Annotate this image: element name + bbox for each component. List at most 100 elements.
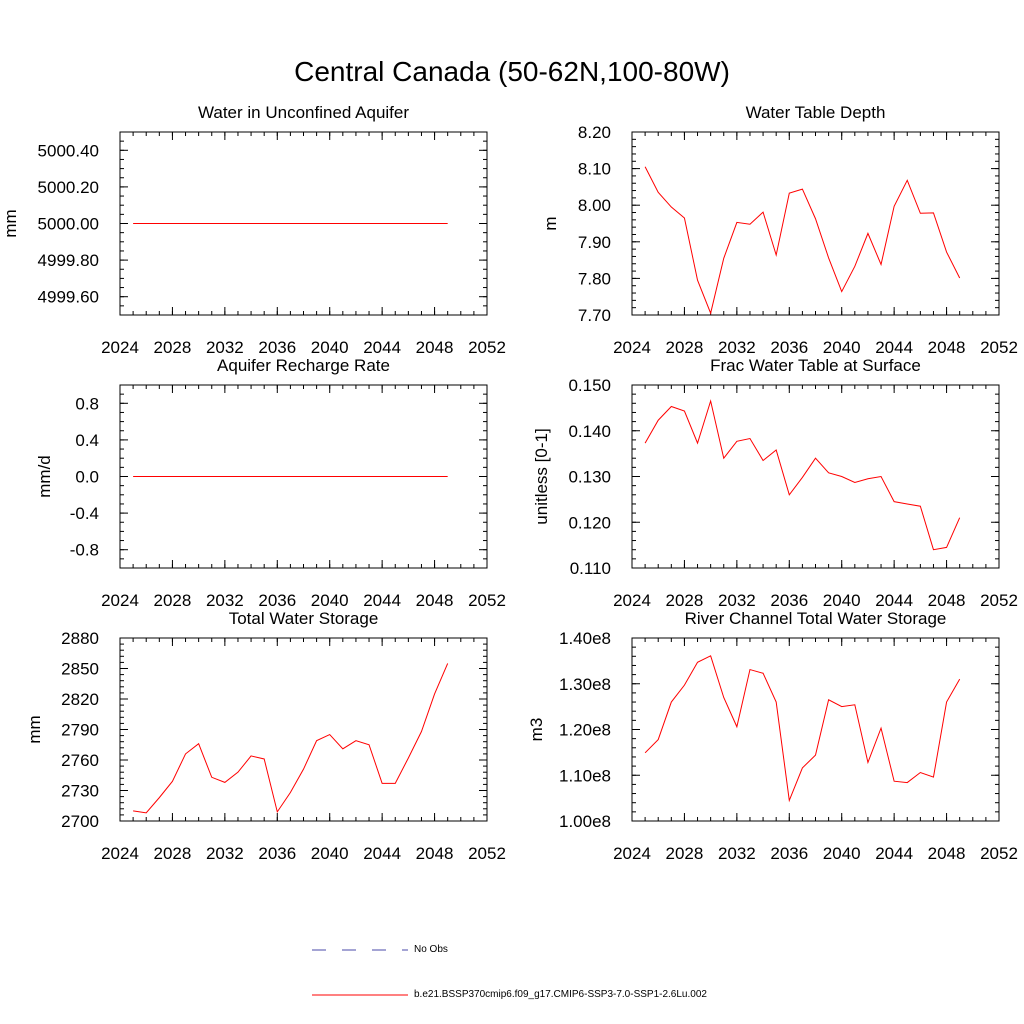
y-tick-label: 5000.40 [38,141,99,160]
x-tick-label: 2036 [258,844,296,863]
x-tick-label: 2048 [416,591,454,610]
y-tick-label: 0.0 [75,468,99,487]
y-tick-label: 2850 [61,660,99,679]
y-tick-label: 0.130 [568,468,611,487]
y-tick-label: 7.90 [578,233,611,252]
chart-title: Water in Unconfined Aquifer [198,103,409,122]
y-tick-label: 7.80 [578,269,611,288]
y-tick-label: 8.00 [578,196,611,215]
y-axis-label: mm/d [35,455,54,498]
plot-frame [119,637,488,822]
chart-title: Water Table Depth [746,103,886,122]
y-tick-label: 0.8 [75,394,99,413]
legend-model-label: b.e21.BSSP370cmip6.f09_g17.CMIP6-SSP3-7.… [414,989,707,1000]
chart-title: River Channel Total Water Storage [685,609,947,628]
x-tick-label: 2028 [666,338,704,357]
x-tick-label: 2036 [770,844,808,863]
y-tick-label: 2880 [61,629,99,648]
x-tick-label: 2048 [928,338,966,357]
x-tick-label: 2040 [823,591,861,610]
x-tick-label: 2044 [363,338,401,357]
y-tick-label: 0.140 [568,422,611,441]
chart-title: Frac Water Table at Surface [710,356,921,375]
x-tick-label: 2040 [823,844,861,863]
x-tick-label: 2040 [311,844,349,863]
y-tick-label: 8.20 [578,123,611,142]
x-tick-label: 2036 [770,338,808,357]
x-tick-label: 2024 [101,338,139,357]
chart-panel-2: Water Table Depth m 2024 2028 2032 2036 2040 20… [541,103,1018,357]
y-tick-label: 7.70 [578,306,611,325]
x-tick-label: 2032 [206,591,244,610]
plot-frame [631,384,1000,569]
chart-panel-5: Total Water Storage mm 2024 2028 2032 2036 204… [25,609,506,863]
y-tick-label: 1.20e8 [559,721,611,740]
series-line-1 [644,655,961,803]
x-tick-label: 2036 [770,591,808,610]
x-tick-label: 2052 [980,591,1018,610]
y-tick-label: 2700 [61,812,99,831]
x-tick-label: 2032 [206,844,244,863]
y-tick-label: 2730 [61,782,99,801]
x-tick-label: 2052 [468,591,506,610]
chart-title: Total Water Storage [229,609,379,628]
x-tick-label: 2052 [980,338,1018,357]
chart-title: Aquifer Recharge Rate [217,356,390,375]
series-line-1 [644,166,961,315]
x-tick-label: 2024 [613,591,651,610]
y-tick-label: 5000.20 [38,178,99,197]
x-tick-label: 2024 [613,338,651,357]
y-tick-label: 4999.60 [38,288,99,307]
x-tick-label: 2040 [823,338,861,357]
page-title: Central Canada (50-62N,100-80W) [294,56,730,87]
x-tick-label: 2048 [928,844,966,863]
x-tick-label: 2024 [101,591,139,610]
x-tick-label: 2044 [363,591,401,610]
chart-panel-1: Water in Unconfined Aquifer mm 2024 2028 203… [1,103,506,357]
legend-obs-label: No Obs [414,944,448,955]
y-axis-label: m3 [527,718,546,742]
plot-frame [631,637,1000,822]
x-tick-label: 2024 [613,844,651,863]
chart-panel-3: Aquifer Recharge Rate mm/d 2024 2028 2032 203… [35,356,506,610]
series-line-1 [644,399,961,551]
x-tick-label: 2028 [666,844,704,863]
x-tick-label: 2044 [363,844,401,863]
y-tick-label: 1.00e8 [559,812,611,831]
x-tick-label: 2032 [206,338,244,357]
y-tick-label: 0.120 [568,513,611,532]
x-tick-label: 2044 [875,844,913,863]
y-tick-label: 2790 [61,721,99,740]
x-tick-label: 2040 [311,338,349,357]
y-tick-label: 2760 [61,751,99,770]
legend-obs-line-icon [312,949,408,951]
x-tick-label: 2052 [468,844,506,863]
y-tick-label: 1.30e8 [559,675,611,694]
x-tick-label: 2028 [154,844,192,863]
x-tick-label: 2036 [258,591,296,610]
x-tick-label: 2028 [154,338,192,357]
x-tick-label: 2028 [666,591,704,610]
y-axis-label: unitless [0-1] [532,428,551,524]
y-tick-label: 2820 [61,690,99,709]
x-tick-label: 2036 [258,338,296,357]
y-tick-label: 1.40e8 [559,629,611,648]
plot-frame [631,131,1000,316]
x-tick-label: 2032 [718,338,756,357]
legend-model-line-icon [312,994,408,996]
y-tick-label: 0.110 [570,559,611,578]
chart-panel-4: Frac Water Table at Surface unitless [0-1… [532,356,1018,610]
x-tick-label: 2052 [468,338,506,357]
y-tick-label: 0.4 [75,431,99,450]
x-tick-label: 2052 [980,844,1018,863]
x-tick-label: 2024 [101,844,139,863]
series-line-1 [133,663,449,814]
y-tick-label: 8.10 [578,160,611,179]
y-axis-label: m [541,216,560,230]
x-tick-label: 2048 [416,338,454,357]
x-tick-label: 2048 [928,591,966,610]
x-tick-label: 2048 [416,844,454,863]
x-tick-label: 2032 [718,591,756,610]
y-tick-label: 1.10e8 [559,766,611,785]
